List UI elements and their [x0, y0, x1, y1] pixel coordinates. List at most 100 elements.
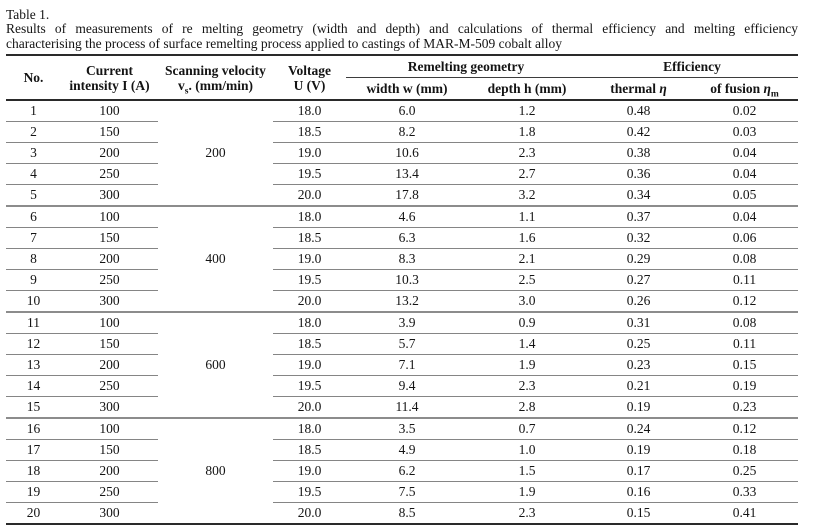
- cell-thermal: 0.32: [586, 227, 692, 249]
- cell-width: 7.1: [346, 354, 468, 376]
- table-row: 10 300 20.0 13.2 3.0 0.26 0.12: [6, 290, 799, 313]
- cell-fusion: 0.04: [691, 206, 799, 228]
- cell-voltage: 19.5: [273, 163, 346, 185]
- cell-fusion: 0.03: [691, 121, 799, 143]
- cell-fusion: 0.19: [691, 375, 799, 397]
- cell-depth: 1.6: [468, 227, 587, 249]
- cell-depth: 2.1: [468, 248, 587, 270]
- eta-symbol: η: [659, 81, 667, 96]
- table-row: 13 200 19.0 7.1 1.9 0.23 0.15: [6, 354, 799, 376]
- cell-width: 13.2: [346, 290, 468, 313]
- cell-no: 19: [6, 481, 61, 503]
- velocity-header-line1: Scanning velocity: [165, 62, 266, 78]
- cell-width: 6.2: [346, 460, 468, 482]
- group-header-efficiency: Efficiency: [586, 55, 799, 78]
- cell-depth: 2.3: [468, 142, 587, 164]
- cell-current: 100: [61, 206, 158, 228]
- cell-width: 4.9: [346, 439, 468, 461]
- table-row: 4 250 19.5 13.4 2.7 0.36 0.04: [6, 163, 799, 185]
- cell-current: 150: [61, 121, 158, 143]
- table-row: 12 150 18.5 5.7 1.4 0.25 0.11: [6, 333, 799, 355]
- table-row: 11 100 600 18.0 3.9 0.9 0.31 0.08: [6, 312, 799, 419]
- group-header-remelting-geometry: Remelting geometry: [346, 55, 587, 78]
- cell-no: 18: [6, 460, 61, 482]
- cell-fusion: 0.25: [691, 460, 799, 482]
- cell-thermal: 0.25: [586, 333, 692, 355]
- cell-velocity: 600: [158, 312, 273, 419]
- cell-no: 1: [6, 100, 61, 122]
- cell-no: 9: [6, 269, 61, 291]
- cell-voltage: 18.0: [273, 312, 346, 334]
- cell-width: 8.2: [346, 121, 468, 143]
- cell-thermal: 0.19: [586, 396, 692, 419]
- cell-no: 14: [6, 375, 61, 397]
- cell-no: 2: [6, 121, 61, 143]
- cell-current: 100: [61, 312, 158, 334]
- table-row: 7 150 18.5 6.3 1.6 0.32 0.06: [6, 227, 799, 249]
- eta-m-subscript: m: [770, 89, 779, 100]
- measurements-table: No. Current intensity I (A) Scanning vel…: [6, 54, 799, 525]
- voltage-header-line1: Voltage: [288, 62, 331, 78]
- table-row: 19 250 19.5 7.5 1.9 0.16 0.33: [6, 481, 799, 503]
- cell-fusion: 0.12: [691, 418, 799, 440]
- col-header-width: width w (mm): [366, 81, 448, 96]
- cell-current: 250: [61, 163, 158, 185]
- table-caption-label: Table 1.: [6, 7, 50, 22]
- cell-voltage: 20.0: [273, 502, 346, 525]
- cell-no: 6: [6, 206, 61, 228]
- cell-voltage: 20.0: [273, 184, 346, 207]
- cell-velocity: 400: [158, 206, 273, 313]
- cell-fusion: 0.05: [691, 184, 799, 207]
- document-page: Table 1. Results of measurements of re m…: [6, 7, 799, 525]
- cell-depth: 1.8: [468, 121, 587, 143]
- cell-fusion: 0.02: [691, 100, 799, 122]
- cell-no: 15: [6, 396, 61, 419]
- cell-width: 10.6: [346, 142, 468, 164]
- cell-depth: 1.9: [468, 481, 587, 503]
- cell-width: 3.5: [346, 418, 468, 440]
- cell-fusion: 0.11: [691, 333, 799, 355]
- table-row: 3 200 19.0 10.6 2.3 0.38 0.04: [6, 142, 799, 164]
- cell-thermal: 0.38: [586, 142, 692, 164]
- col-header-no: No.: [23, 70, 44, 85]
- col-header-current-intensity: Current intensity I (A): [61, 55, 158, 100]
- cell-width: 7.5: [346, 481, 468, 503]
- cell-width: 6.0: [346, 100, 468, 122]
- cell-thermal: 0.27: [586, 269, 692, 291]
- cell-depth: 1.2: [468, 100, 587, 122]
- cell-thermal: 0.21: [586, 375, 692, 397]
- cell-current: 200: [61, 460, 158, 482]
- cell-depth: 2.5: [468, 269, 587, 291]
- cell-thermal: 0.19: [586, 439, 692, 461]
- cell-depth: 2.3: [468, 502, 587, 525]
- cell-width: 4.6: [346, 206, 468, 228]
- table-row: 16 100 800 18.0 3.5 0.7 0.24 0.12: [6, 418, 799, 525]
- cell-fusion: 0.33: [691, 481, 799, 503]
- cell-fusion: 0.23: [691, 396, 799, 419]
- cell-velocity: 800: [158, 418, 273, 525]
- cell-fusion: 0.11: [691, 269, 799, 291]
- cell-width: 8.5: [346, 502, 468, 525]
- cell-no: 3: [6, 142, 61, 164]
- cell-current: 300: [61, 290, 158, 313]
- table-row: 14 250 19.5 9.4 2.3 0.21 0.19: [6, 375, 799, 397]
- cell-current: 200: [61, 142, 158, 164]
- cell-thermal: 0.15: [586, 502, 692, 525]
- cell-fusion: 0.06: [691, 227, 799, 249]
- cell-current: 100: [61, 100, 158, 122]
- cell-depth: 2.3: [468, 375, 587, 397]
- cell-thermal: 0.36: [586, 163, 692, 185]
- cell-thermal: 0.37: [586, 206, 692, 228]
- velocity-group-600: 11 100 600 18.0 3.9 0.9 0.31 0.08 12 150…: [6, 312, 799, 419]
- table-row: 20 300 20.0 8.5 2.3 0.15 0.41: [6, 502, 799, 525]
- col-header-depth: depth h (mm): [487, 81, 567, 96]
- cell-no: 13: [6, 354, 61, 376]
- cell-width: 9.4: [346, 375, 468, 397]
- cell-thermal: 0.34: [586, 184, 692, 207]
- current-header-line1: Current: [86, 62, 133, 78]
- cell-thermal: 0.26: [586, 290, 692, 313]
- cell-current: 300: [61, 184, 158, 207]
- cell-depth: 2.7: [468, 163, 587, 185]
- cell-width: 10.3: [346, 269, 468, 291]
- cell-thermal: 0.42: [586, 121, 692, 143]
